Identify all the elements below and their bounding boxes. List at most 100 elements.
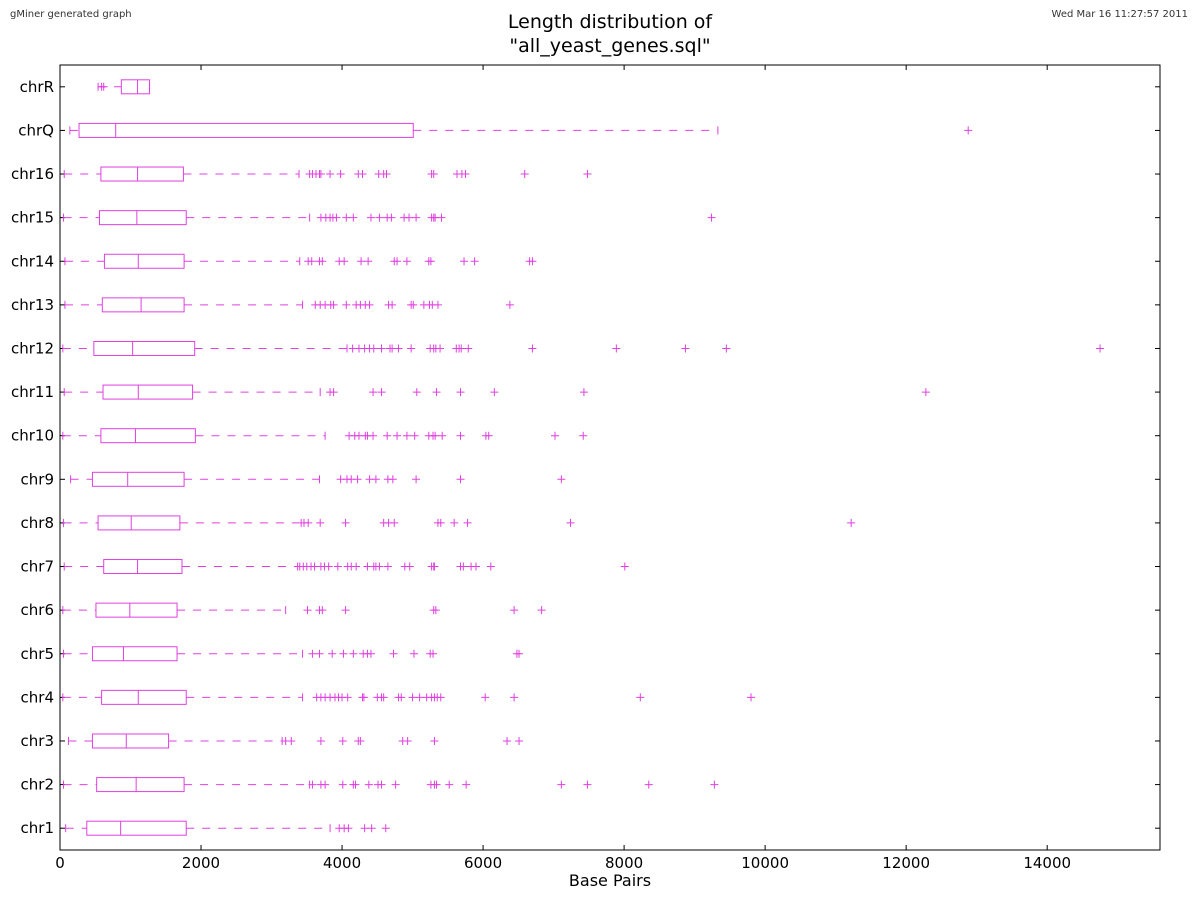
outlier-point	[340, 257, 349, 266]
outlier-point	[429, 649, 438, 658]
outlier-point	[387, 213, 396, 222]
outlier-point	[303, 606, 312, 615]
outlier-point	[505, 300, 514, 309]
outlier-point	[456, 431, 465, 440]
outlier-point	[393, 257, 402, 266]
outlier-point	[344, 824, 353, 833]
outlier-point	[450, 518, 459, 527]
y-tick-label: chr12	[11, 339, 54, 357]
x-tick-label: 14000	[1023, 854, 1071, 872]
outlier-point	[459, 562, 468, 571]
y-tick-label: chr5	[21, 645, 54, 663]
box-iqr	[78, 122, 414, 138]
outlier-point	[415, 693, 424, 702]
box-iqr	[100, 166, 184, 182]
y-tick-label: chrR	[20, 78, 54, 96]
outlier-point	[583, 780, 592, 789]
outlier-point	[412, 388, 421, 397]
outlier-point	[364, 780, 373, 789]
box-iqr	[101, 297, 185, 313]
outlier-point	[403, 736, 412, 745]
outlier-point	[463, 518, 472, 527]
outlier-point	[383, 431, 392, 440]
outlier-point	[430, 736, 439, 745]
outlier-point	[349, 649, 358, 658]
outlier-point	[484, 431, 493, 440]
box-iqr	[103, 253, 185, 269]
chart-title-line-2: "all_yeast_genes.sql"	[509, 35, 711, 57]
outlier-point	[342, 300, 351, 309]
outlier-point	[426, 257, 435, 266]
outlier-point	[412, 475, 421, 484]
outlier-point	[710, 780, 719, 789]
x-tick-label: 4000	[323, 854, 361, 872]
box-iqr	[98, 210, 187, 226]
y-tick-label: chr1	[21, 819, 54, 837]
timestamp-note: Wed Mar 16 11:27:57 2011	[1051, 9, 1188, 20]
box-iqr	[120, 79, 151, 95]
box-iqr	[97, 515, 181, 531]
outlier-point	[537, 606, 546, 615]
outlier-point	[359, 693, 368, 702]
outlier-point	[481, 693, 490, 702]
x-tick-label: 6000	[464, 854, 502, 872]
outlier-point	[351, 780, 360, 789]
outlier-point	[379, 693, 388, 702]
outlier-point	[356, 736, 365, 745]
outlier-point	[557, 780, 566, 789]
outlier-point	[503, 736, 512, 745]
outlier-point	[528, 344, 537, 353]
outlier-point	[329, 300, 338, 309]
outlier-point	[636, 693, 645, 702]
outlier-point	[510, 606, 519, 615]
outlier-point	[1096, 344, 1105, 353]
outlier-point	[357, 257, 366, 266]
outlier-point	[388, 300, 397, 309]
outlier-point	[308, 780, 317, 789]
outlier-point	[431, 606, 440, 615]
outlier-point	[460, 257, 469, 266]
y-tick-label: chr11	[11, 383, 54, 401]
outlier-point	[353, 475, 362, 484]
outlier-point	[341, 518, 350, 527]
outlier-point	[409, 300, 418, 309]
plot-frame	[59, 64, 1161, 851]
outlier-point	[360, 824, 369, 833]
outlier-point	[437, 213, 446, 222]
outlier-point	[681, 344, 690, 353]
outlier-point	[429, 170, 438, 179]
outlier-point	[369, 431, 378, 440]
outlier-point	[433, 300, 442, 309]
outlier-point	[557, 475, 566, 484]
outlier-point	[438, 431, 447, 440]
outlier-point	[308, 649, 317, 658]
outlier-point	[339, 649, 348, 658]
outlier-point	[520, 170, 529, 179]
outlier-point	[381, 824, 390, 833]
outlier-point	[349, 213, 358, 222]
outlier-point	[528, 257, 537, 266]
outlier-point	[397, 693, 406, 702]
outlier-point	[402, 257, 411, 266]
outlier-point	[390, 518, 399, 527]
outlier-point	[343, 693, 352, 702]
outlier-point	[307, 257, 316, 266]
outlier-point	[315, 649, 324, 658]
y-tick-label: chr15	[11, 209, 54, 227]
outlier-point	[579, 388, 588, 397]
outlier-point	[338, 780, 347, 789]
outlier-point	[456, 475, 465, 484]
outlier-point	[394, 344, 403, 353]
outlier-point	[324, 562, 333, 571]
outlier-point	[436, 344, 445, 353]
outlier-point	[470, 257, 479, 266]
outlier-point	[332, 213, 341, 222]
outlier-point	[375, 213, 384, 222]
outlier-point	[445, 780, 454, 789]
outlier-point	[377, 388, 386, 397]
box-iqr	[96, 777, 185, 793]
outlier-point	[515, 736, 524, 745]
outlier-point	[342, 213, 351, 222]
outlier-point	[409, 649, 418, 658]
outlier-point	[432, 780, 441, 789]
